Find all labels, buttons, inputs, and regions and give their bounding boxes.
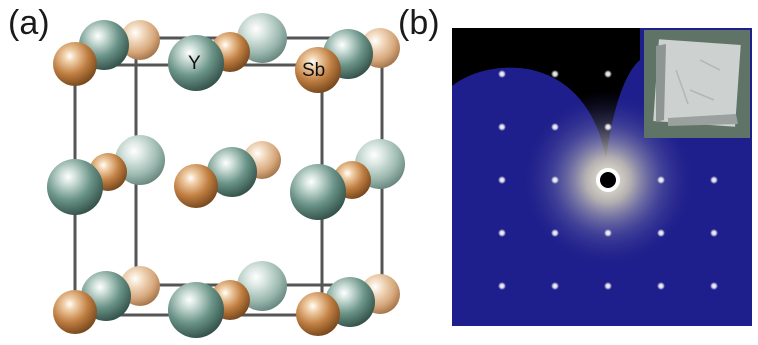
panel-b-label: (b) [398,4,440,42]
y-atom [168,282,224,338]
sb-atom [295,47,341,93]
diffraction-spot [604,282,612,290]
diffraction-spot [604,70,612,78]
y-atom [168,35,224,91]
diffraction-spot [551,70,559,78]
y-atom [47,159,103,215]
diffraction-spot [657,176,665,184]
diffraction-spot [498,123,506,131]
sb-atom [174,164,218,208]
y-atom-label: Y [188,53,201,74]
diffraction-spot [551,176,559,184]
sb-atom-label: Sb [302,60,325,81]
diffraction-spot [710,176,718,184]
sb-atom [120,20,160,60]
sb-atom [53,42,97,86]
diffraction-spot [657,282,665,290]
diffraction-spot [551,123,559,131]
diffraction-spots [498,70,718,290]
y-atom [115,135,165,185]
crystal-photo-inset [644,30,750,138]
diffraction-spot [551,282,559,290]
diffraction-spot [498,70,506,78]
diffraction-spot [551,229,559,237]
diffraction-spot [657,229,665,237]
sb-atom [296,292,340,336]
diffraction-spot [710,282,718,290]
crystal-structure: Y Sb [47,13,405,338]
y-atom [290,164,346,220]
panel-a-label: (a) [8,4,50,42]
diffraction-spot [604,229,612,237]
y-atom [207,147,257,197]
diffraction-spot [710,229,718,237]
diffraction-spot [498,229,506,237]
diffraction-spot [498,282,506,290]
sb-atom [53,290,97,334]
diffraction-spot [498,176,506,184]
diffraction-pattern [452,28,752,326]
diffraction-spot [604,123,612,131]
